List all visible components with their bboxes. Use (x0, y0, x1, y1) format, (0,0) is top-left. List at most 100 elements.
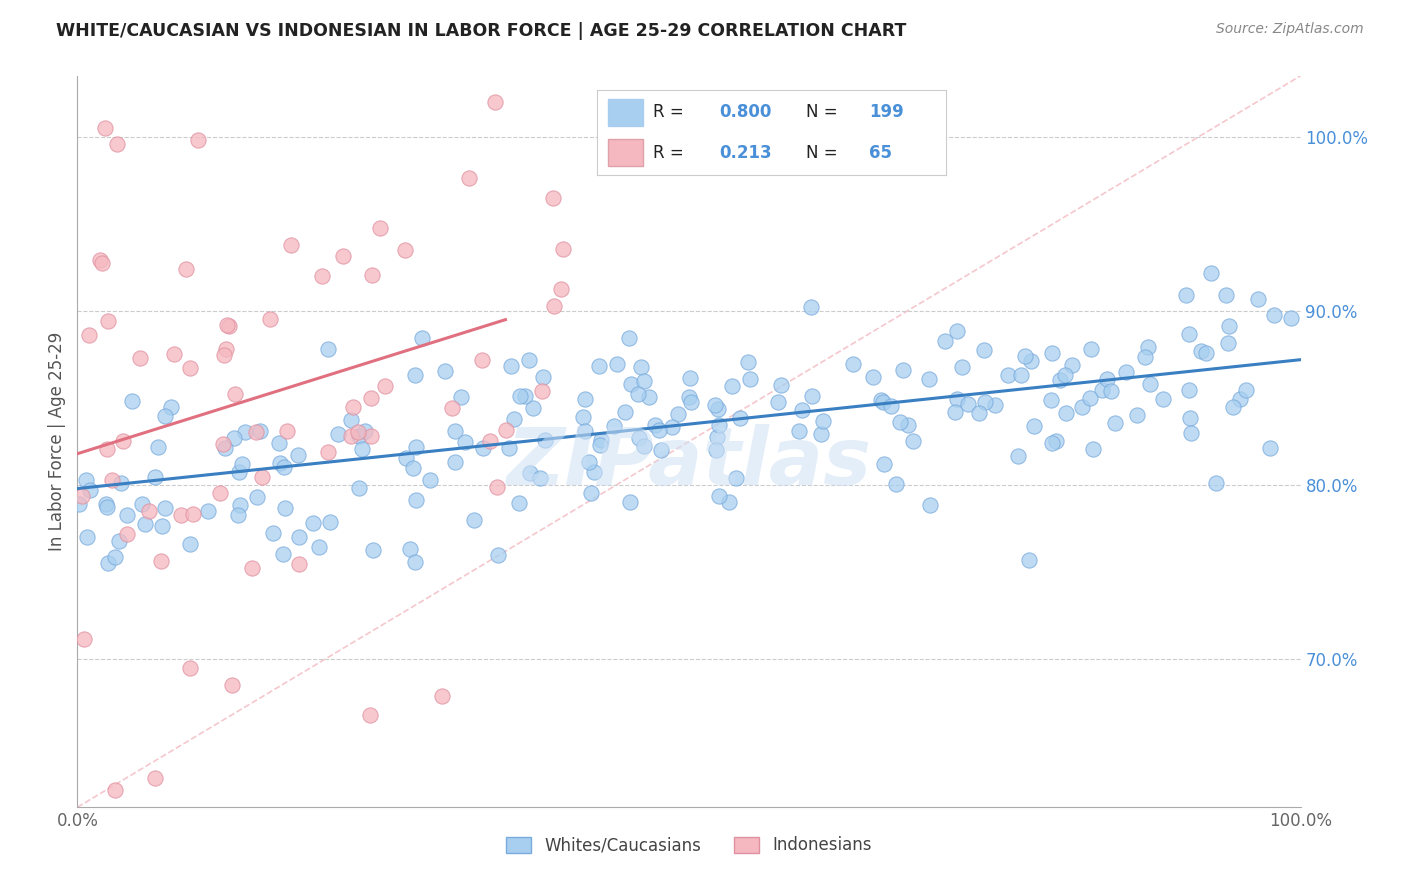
Point (288, 557, 311, 571)
Point (94, 497, 117, 511)
Point (73, 632, 96, 647)
Point (666, 407, 689, 421)
Point (111, 434, 134, 449)
Point (1180, 425, 1202, 440)
Point (578, 455, 600, 469)
Point (703, 398, 725, 412)
Point (581, 485, 603, 500)
Point (103, 549, 125, 564)
Point (89, 252, 111, 267)
Point (454, 434, 477, 449)
Point (574, 424, 596, 438)
Point (484, 95, 506, 109)
Point (633, 374, 655, 388)
Point (509, 389, 531, 403)
Point (1263, 308, 1285, 322)
Point (262, 526, 284, 541)
Point (918, 499, 941, 513)
Point (870, 392, 893, 407)
Point (543, 299, 565, 313)
Point (1007, 449, 1029, 463)
Point (259, 311, 281, 326)
Point (1247, 292, 1270, 306)
Point (950, 360, 973, 375)
Point (419, 473, 441, 487)
Point (517, 352, 540, 367)
Point (404, 368, 426, 382)
Point (550, 282, 572, 296)
Point (394, 243, 416, 257)
Point (360, 429, 382, 443)
Point (1258, 441, 1281, 455)
Point (163, 347, 186, 361)
Point (347, 429, 370, 443)
Point (620, 376, 643, 391)
Point (245, 425, 267, 439)
Point (766, 394, 789, 409)
Point (308, 540, 330, 554)
Point (128, 351, 150, 366)
Point (332, 249, 354, 263)
Point (644, 418, 666, 433)
Point (354, 424, 377, 438)
Point (359, 708, 381, 723)
Point (897, 417, 920, 432)
Point (1040, 393, 1063, 408)
Point (1010, 368, 1032, 382)
Point (402, 461, 425, 475)
Point (574, 392, 596, 407)
Point (997, 368, 1019, 383)
Point (638, 390, 661, 404)
Point (1205, 475, 1227, 490)
Point (973, 343, 995, 357)
Point (131, 498, 153, 512)
Point (138, 504, 160, 518)
Point (606, 357, 628, 371)
Point (681, 395, 703, 409)
Point (479, 434, 502, 449)
Point (648, 423, 671, 437)
Point (1024, 418, 1046, 433)
Point (79, 328, 101, 343)
Point (1104, 416, 1126, 430)
Point (361, 268, 384, 282)
Point (1091, 383, 1114, 397)
Point (946, 392, 969, 406)
Point (93, 121, 115, 136)
Point (880, 399, 903, 413)
Point (800, 300, 823, 314)
Point (810, 426, 832, 441)
Point (704, 442, 727, 457)
Point (471, 353, 494, 368)
Point (155, 409, 177, 424)
Text: WHITE/CAUCASIAN VS INDONESIAN IN LABOR FORCE | AGE 25-29 CORRELATION CHART: WHITE/CAUCASIAN VS INDONESIAN IN LABOR F… (56, 22, 907, 40)
Point (499, 359, 522, 373)
Point (249, 425, 271, 439)
Point (97, 557, 120, 571)
Point (273, 460, 295, 475)
Point (679, 370, 702, 384)
Point (339, 429, 361, 443)
Point (1080, 342, 1102, 356)
Point (76, 530, 98, 544)
Point (117, 527, 139, 541)
Point (134, 517, 156, 532)
Point (1281, 310, 1303, 325)
Point (97, 314, 120, 328)
Point (934, 334, 956, 348)
Point (240, 560, 263, 574)
Point (519, 467, 541, 481)
Point (1175, 288, 1198, 302)
Point (1060, 358, 1083, 372)
Point (706, 430, 728, 444)
Point (553, 242, 575, 256)
Point (1152, 392, 1174, 406)
Point (709, 489, 731, 503)
Point (179, 661, 201, 675)
Point (273, 500, 295, 515)
Point (588, 359, 610, 373)
Point (267, 436, 290, 450)
Point (374, 378, 396, 392)
Point (433, 364, 456, 378)
Point (582, 465, 605, 479)
